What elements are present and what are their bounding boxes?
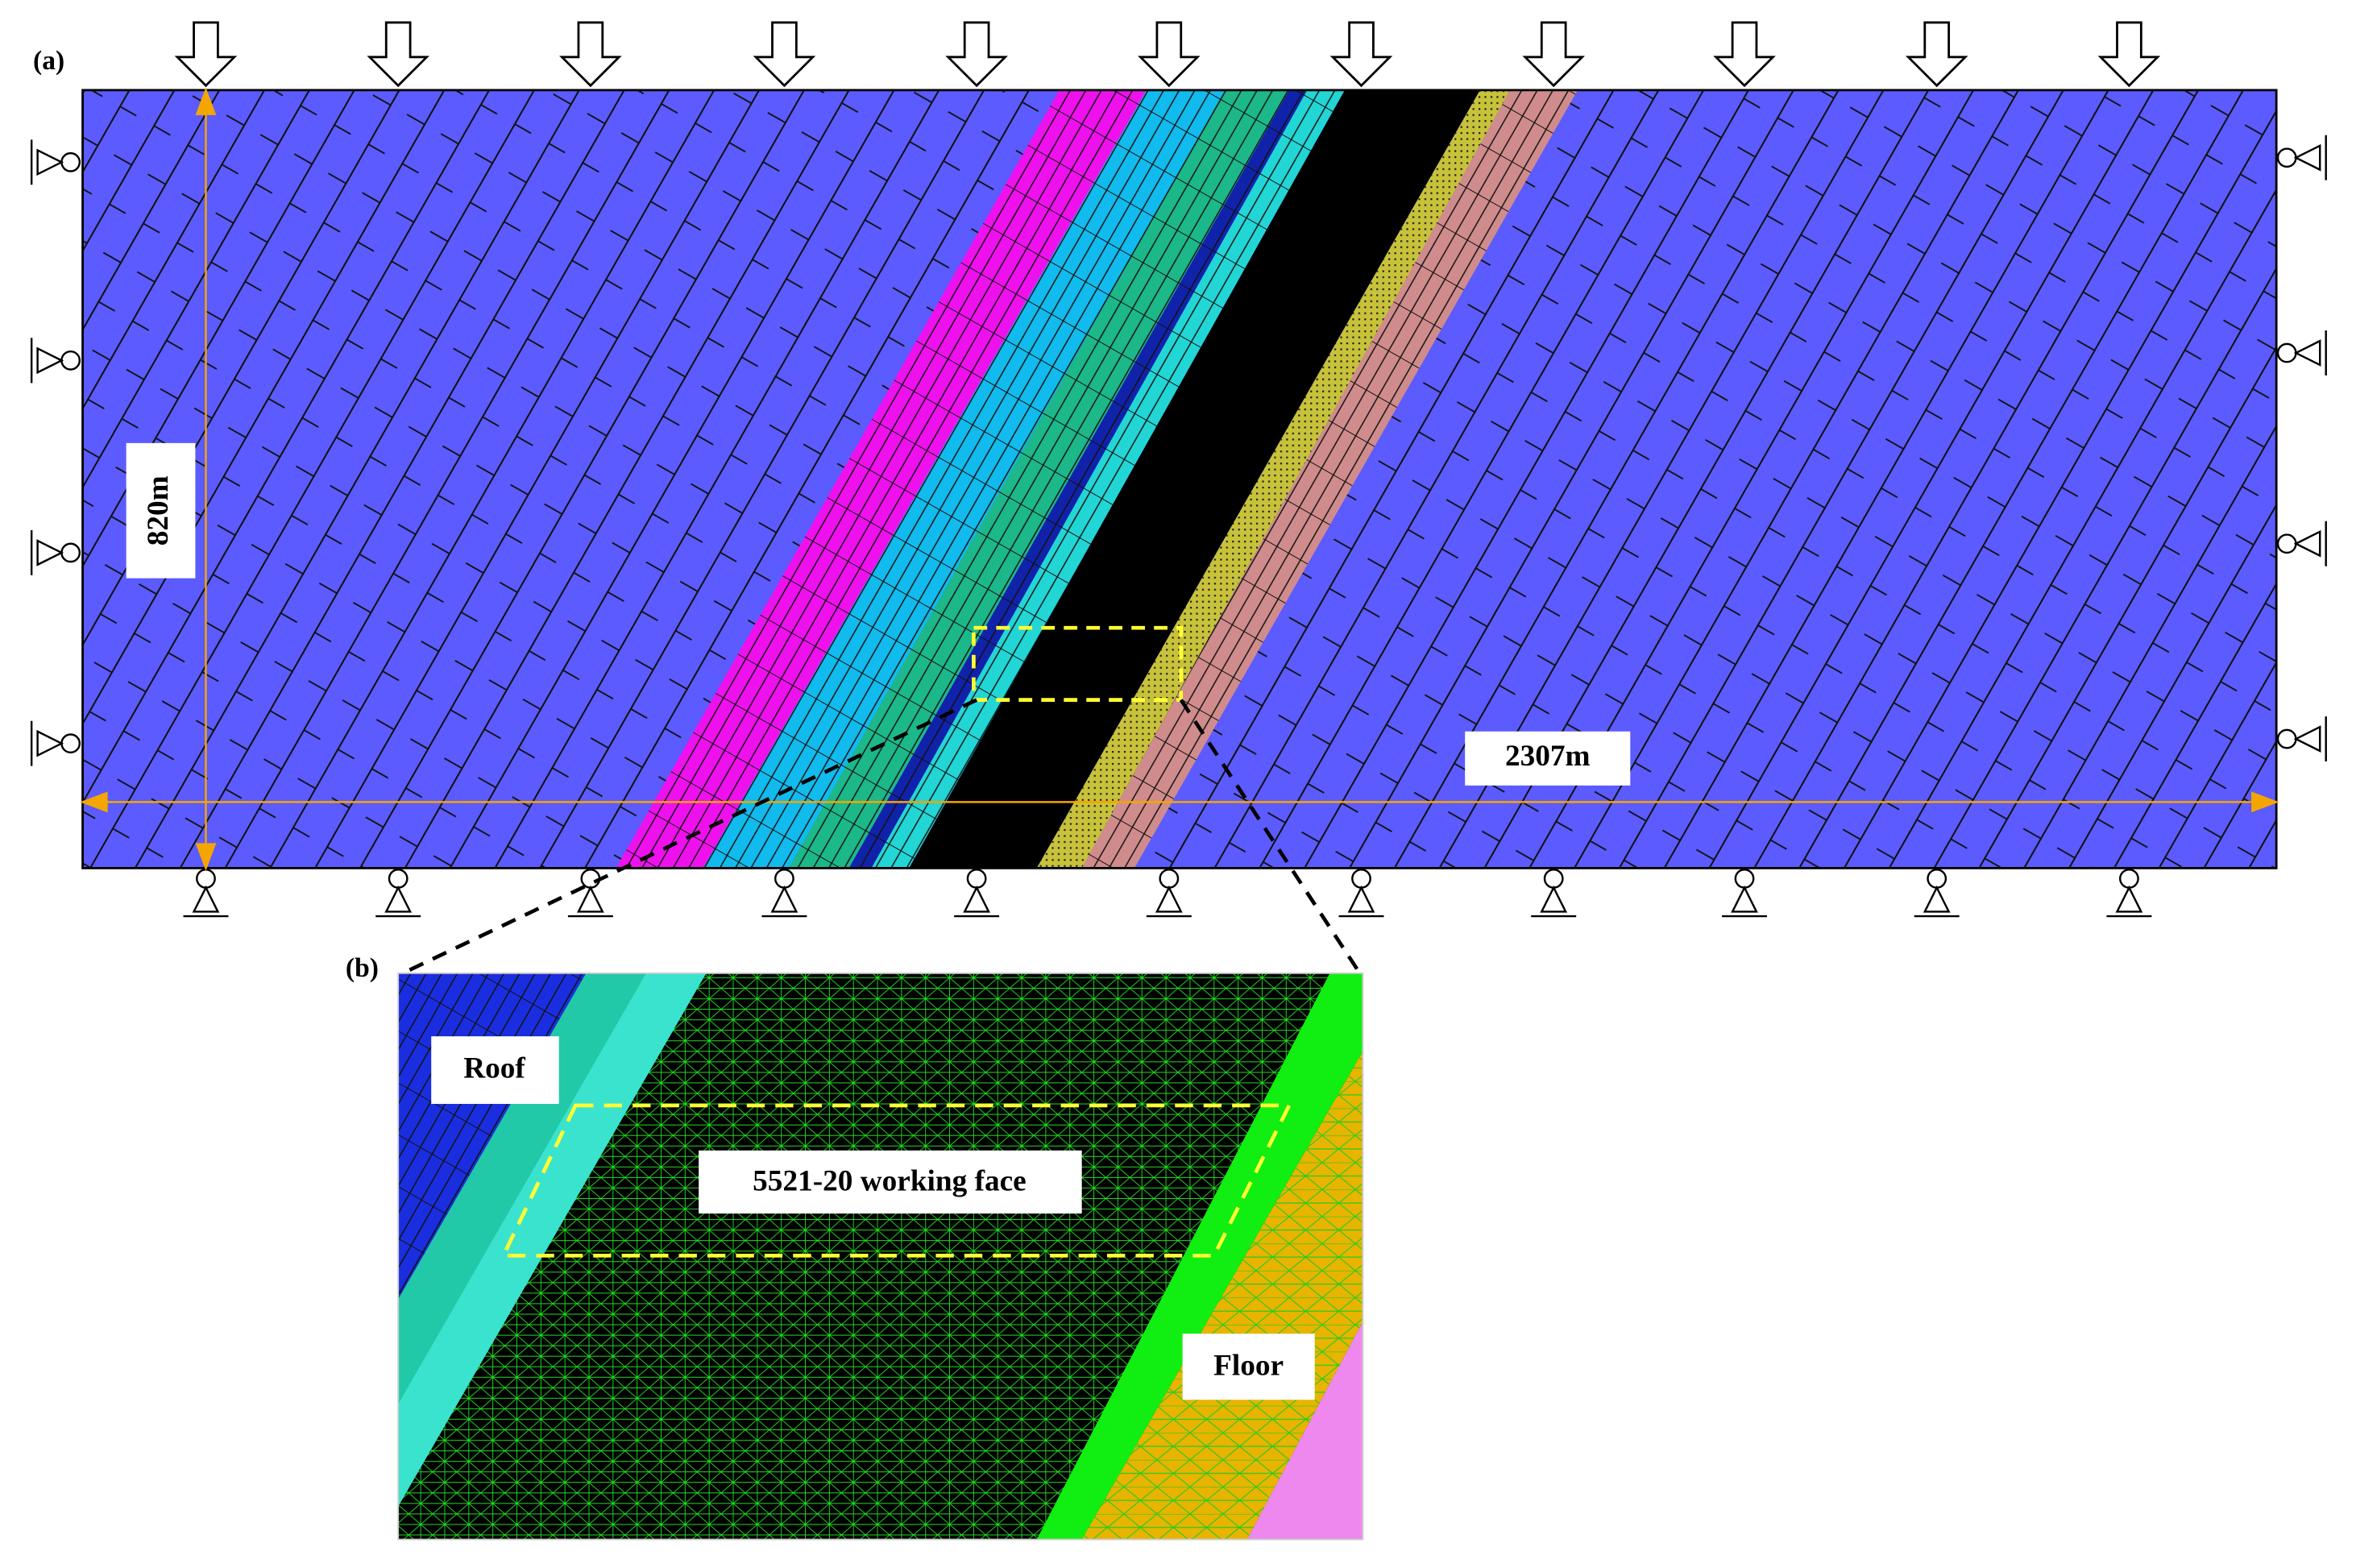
- roller: [2276, 342, 2297, 363]
- height-box: [126, 442, 196, 579]
- model-border: [81, 89, 2278, 869]
- roller: [60, 350, 81, 371]
- support: [183, 885, 229, 918]
- roller: [2276, 533, 2297, 554]
- zoom-line: [401, 698, 978, 975]
- load-arrow: [174, 21, 238, 88]
- load-arrow: [1713, 21, 1776, 88]
- zoom-line: [1179, 699, 1362, 975]
- support: [1338, 885, 1384, 918]
- support: [1914, 885, 1960, 918]
- roof-label: Roof: [463, 1052, 525, 1085]
- roller: [580, 869, 601, 889]
- dimensions: [80, 87, 2279, 871]
- supports: [30, 135, 2327, 918]
- load-arrow: [1522, 21, 1586, 88]
- roller: [774, 869, 794, 889]
- working-face-label: 5521-20 working face: [753, 1164, 1027, 1197]
- load-arrow: [753, 21, 816, 88]
- support: [1146, 885, 1192, 918]
- model-b-border: [397, 972, 1364, 1541]
- load-arrows: [174, 21, 2161, 88]
- support: [2293, 716, 2327, 762]
- support: [30, 338, 64, 384]
- roller: [1734, 869, 1755, 889]
- height-label: 820m: [142, 475, 175, 545]
- load-arrow: [2097, 21, 2161, 88]
- load-arrow: [1905, 21, 1968, 88]
- model-b: [398, 973, 1363, 1540]
- floor-box: [1182, 1334, 1315, 1400]
- load-arrow: [1329, 21, 1393, 88]
- floor-label: Floor: [1213, 1350, 1284, 1383]
- roller: [2119, 869, 2139, 889]
- roller: [60, 151, 81, 172]
- roller: [1159, 869, 1180, 889]
- panel-a-label: (a): [33, 46, 64, 76]
- roller: [966, 869, 987, 889]
- support: [2106, 885, 2152, 918]
- roller: [60, 542, 81, 563]
- panel-b-label: (b): [346, 953, 379, 983]
- load-arrow: [1138, 21, 1201, 88]
- working-face-box: [699, 1150, 1082, 1214]
- support: [2293, 135, 2327, 180]
- roller: [2276, 728, 2297, 749]
- roller: [388, 869, 409, 889]
- model-a: [82, 89, 2277, 869]
- load-arrow: [559, 21, 622, 88]
- support: [375, 885, 421, 918]
- roller: [60, 733, 81, 754]
- width-box: [1465, 731, 1631, 786]
- support: [30, 529, 64, 575]
- support: [30, 139, 64, 185]
- roller: [196, 869, 216, 889]
- roof-box: [431, 1036, 559, 1105]
- support: [1722, 885, 1767, 918]
- load-arrow: [367, 21, 429, 88]
- width-label: 2307m: [1505, 740, 1591, 773]
- support: [30, 720, 64, 766]
- roller: [2276, 147, 2297, 168]
- support: [2293, 521, 2327, 566]
- load-arrow: [945, 21, 1008, 88]
- support: [2293, 330, 2327, 375]
- roller: [1543, 869, 1564, 889]
- support: [761, 885, 807, 918]
- support: [1531, 885, 1577, 918]
- roller: [1927, 869, 1947, 889]
- zoom-box: [972, 625, 1184, 702]
- support: [954, 885, 1000, 918]
- roller: [1351, 869, 1371, 889]
- support: [567, 885, 613, 918]
